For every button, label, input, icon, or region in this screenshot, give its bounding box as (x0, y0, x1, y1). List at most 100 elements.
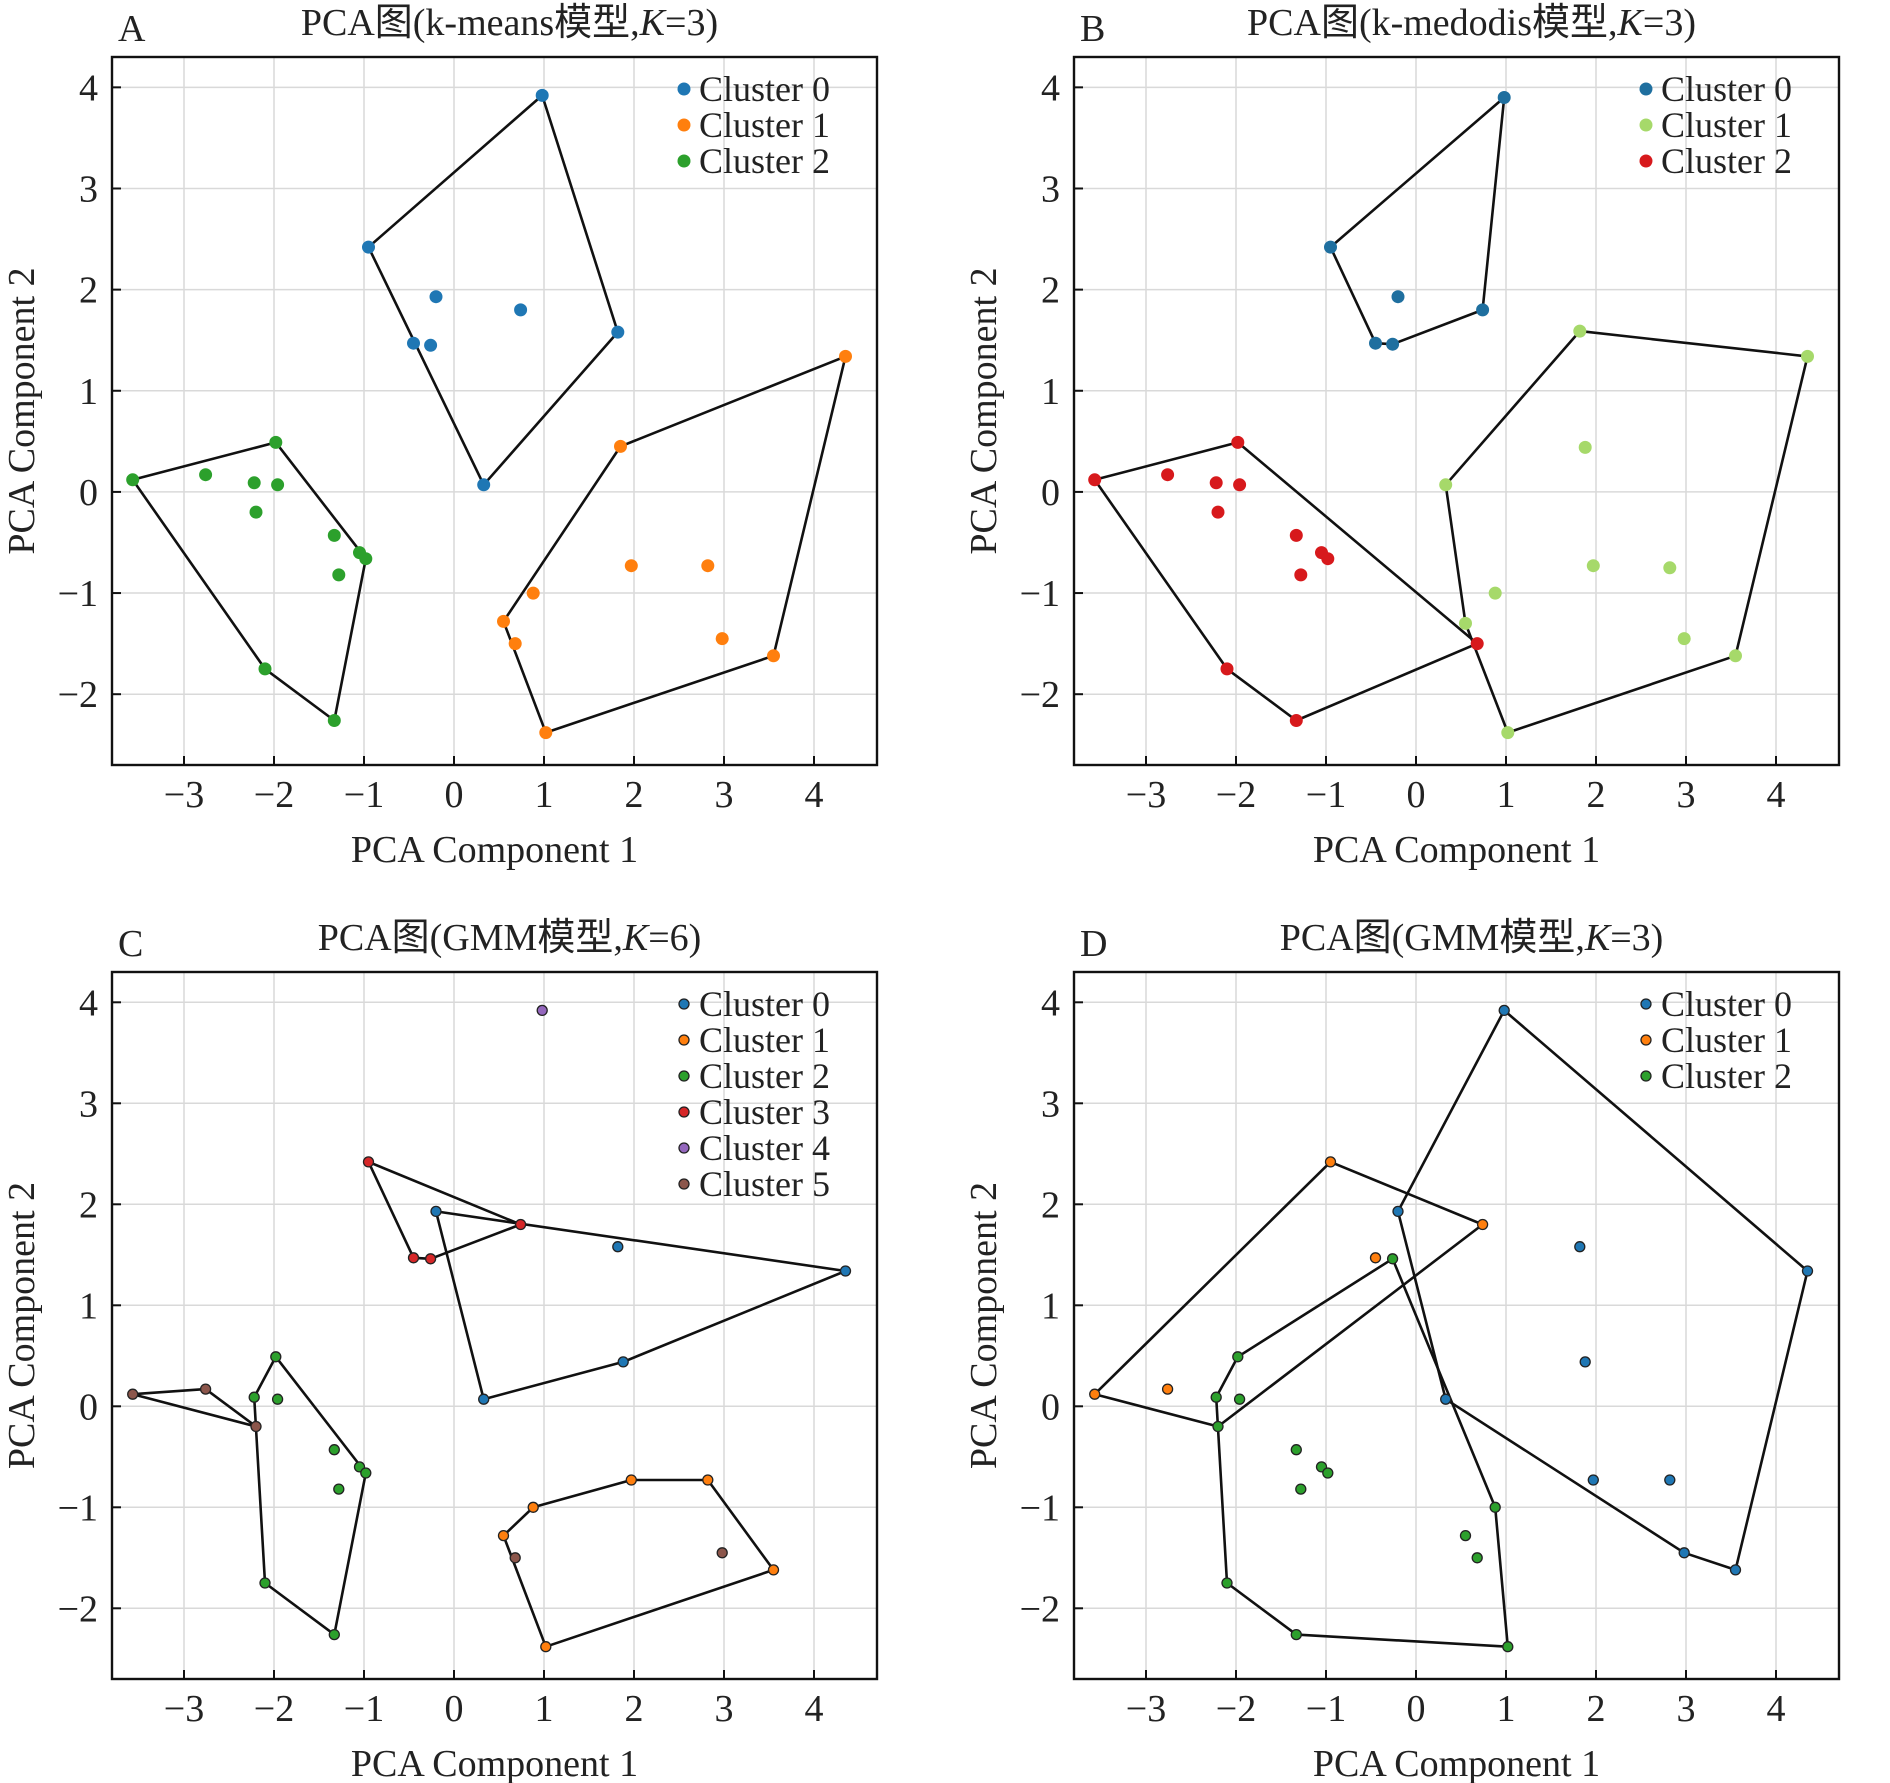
x-tick-label: −2 (1216, 1688, 1256, 1730)
ticks: −3 −2 −1 0 1 2 3 4 −2 −1 0 1 2 3 4 (58, 982, 824, 1730)
axes-frame (1072, 970, 1841, 1681)
point-cluster-1 (497, 614, 510, 628)
point-cluster-1 (1324, 1156, 1337, 1168)
x-tick-label: −1 (344, 774, 384, 816)
y-tick-label: 0 (79, 1386, 98, 1428)
point-cluster-5 (716, 1547, 728, 1559)
y-tick-label: 1 (79, 371, 98, 413)
cluster-hull-2 (131, 441, 368, 722)
panel-a: −3 −2 −1 0 1 2 3 4 −2 −1 0 1 2 3 4 PCA Component 1 PCA C… (1, 2, 879, 871)
y-tick-label: −1 (58, 1487, 98, 1529)
legend-marker (678, 1106, 690, 1118)
y-tick-label: 3 (79, 1083, 98, 1125)
x-tick-label: 2 (625, 1688, 644, 1730)
point-cluster-2 (327, 714, 341, 727)
cluster-hulls (131, 94, 847, 734)
point-cluster-1 (1586, 559, 1600, 573)
point-cluster-2 (1209, 476, 1223, 490)
point-cluster-2 (1233, 1393, 1246, 1405)
axes-frame (110, 55, 879, 767)
point-cluster-2 (249, 505, 263, 519)
point-cluster-0 (1574, 1241, 1586, 1253)
cluster-hulls (131, 1160, 847, 1648)
y-tick-label: −2 (58, 674, 98, 716)
legend-label: Cluster 1 (699, 1020, 830, 1060)
point-cluster-2 (270, 1351, 282, 1363)
point-cluster-2 (1220, 662, 1234, 676)
point-cluster-2 (1210, 1391, 1222, 1403)
y-tick-label: 0 (1041, 1386, 1060, 1428)
point-cluster-0 (612, 1241, 624, 1253)
point-cluster-0 (1391, 290, 1405, 304)
legend-label: Cluster 1 (1661, 1020, 1792, 1060)
x-tick-label: −1 (344, 1688, 384, 1730)
point-cluster-0 (1801, 1265, 1814, 1277)
point-cluster-1 (1089, 1388, 1101, 1400)
panel-letter: B (1080, 8, 1105, 50)
point-cluster-0 (1729, 1564, 1742, 1576)
point-cluster-2 (258, 662, 272, 676)
y-tick-label: −2 (1020, 674, 1060, 716)
x-tick-label: −2 (1216, 774, 1256, 816)
y-tick-label: 3 (79, 168, 98, 210)
point-cluster-0 (1324, 240, 1337, 254)
point-cluster-2 (1471, 1552, 1483, 1564)
point-cluster-1 (702, 1474, 714, 1486)
panel-title: PCA图(k-medodis模型,K=3) (1247, 2, 1696, 44)
point-cluster-1 (1801, 349, 1814, 363)
point-cluster-2 (1231, 435, 1245, 449)
point-cluster-2 (271, 478, 285, 492)
point-cluster-2 (327, 528, 341, 542)
point-cluster-1 (1488, 586, 1502, 600)
x-tick-label: 1 (535, 774, 554, 816)
ticks: −3 −2 −1 0 1 2 3 4 −2 −1 0 1 2 3 4 (58, 67, 824, 816)
point-cluster-2 (328, 1444, 340, 1456)
grid (112, 972, 877, 1679)
point-cluster-2 (360, 1467, 372, 1479)
panel-letter: D (1080, 923, 1107, 965)
point-cluster-0 (611, 325, 625, 339)
ticks: −3 −2 −1 0 1 2 3 4 −2 −1 0 1 2 3 4 (1020, 982, 1786, 1730)
point-cluster-0 (839, 1265, 852, 1277)
point-cluster-0 (1369, 336, 1382, 350)
point-cluster-2 (1290, 1444, 1302, 1456)
legend-label: Cluster 2 (699, 1056, 830, 1096)
x-tick-label: −1 (1306, 1688, 1346, 1730)
point-cluster-2 (1211, 505, 1225, 519)
point-cluster-1 (526, 586, 540, 600)
y-tick-label: 2 (1041, 1184, 1060, 1226)
x-tick-label: 4 (805, 1688, 824, 1730)
point-cluster-2 (248, 1391, 260, 1403)
cluster-hull-1 (502, 355, 847, 734)
point-cluster-1 (1663, 561, 1677, 575)
point-cluster-2 (1088, 473, 1102, 487)
y-tick-label: 3 (1041, 1083, 1060, 1125)
point-cluster-1 (1476, 1218, 1489, 1231)
x-tick-label: 0 (1407, 774, 1426, 816)
y-tick-label: 0 (79, 472, 98, 514)
point-cluster-2 (1233, 478, 1247, 492)
point-cluster-1 (1501, 726, 1515, 740)
x-tick-label: 2 (1587, 1688, 1606, 1730)
y-tick-label: 4 (1041, 982, 1060, 1024)
point-cluster-5 (509, 1552, 521, 1564)
x-tick-label: −1 (1306, 774, 1346, 816)
legend-label: Cluster 0 (699, 69, 830, 109)
point-cluster-0 (1392, 1205, 1404, 1218)
point-cluster-2 (1221, 1577, 1233, 1589)
point-cluster-1 (767, 1564, 780, 1576)
x-tick-label: −3 (1126, 774, 1166, 816)
point-cluster-2 (1290, 1628, 1302, 1641)
data-points (126, 88, 852, 740)
point-cluster-0 (477, 478, 491, 492)
y-tick-label: 4 (79, 982, 98, 1024)
y-tick-label: 2 (79, 270, 98, 312)
point-cluster-0 (1476, 303, 1490, 317)
y-tick-label: −1 (1020, 1487, 1060, 1529)
point-cluster-2 (247, 476, 261, 490)
point-cluster-1 (539, 726, 553, 740)
x-tick-label: −3 (164, 1688, 204, 1730)
y-tick-label: 1 (79, 1285, 98, 1327)
